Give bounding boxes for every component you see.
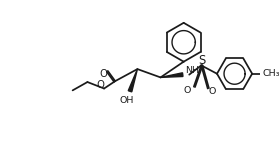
Polygon shape bbox=[160, 73, 183, 77]
Text: O: O bbox=[184, 86, 191, 95]
Text: O: O bbox=[209, 87, 216, 96]
Text: OH: OH bbox=[119, 96, 133, 105]
Text: O: O bbox=[99, 69, 107, 79]
Text: CH₃: CH₃ bbox=[263, 69, 279, 78]
Text: O: O bbox=[97, 80, 104, 90]
Text: NH: NH bbox=[185, 66, 199, 75]
Text: S: S bbox=[199, 54, 206, 67]
Polygon shape bbox=[128, 69, 138, 92]
